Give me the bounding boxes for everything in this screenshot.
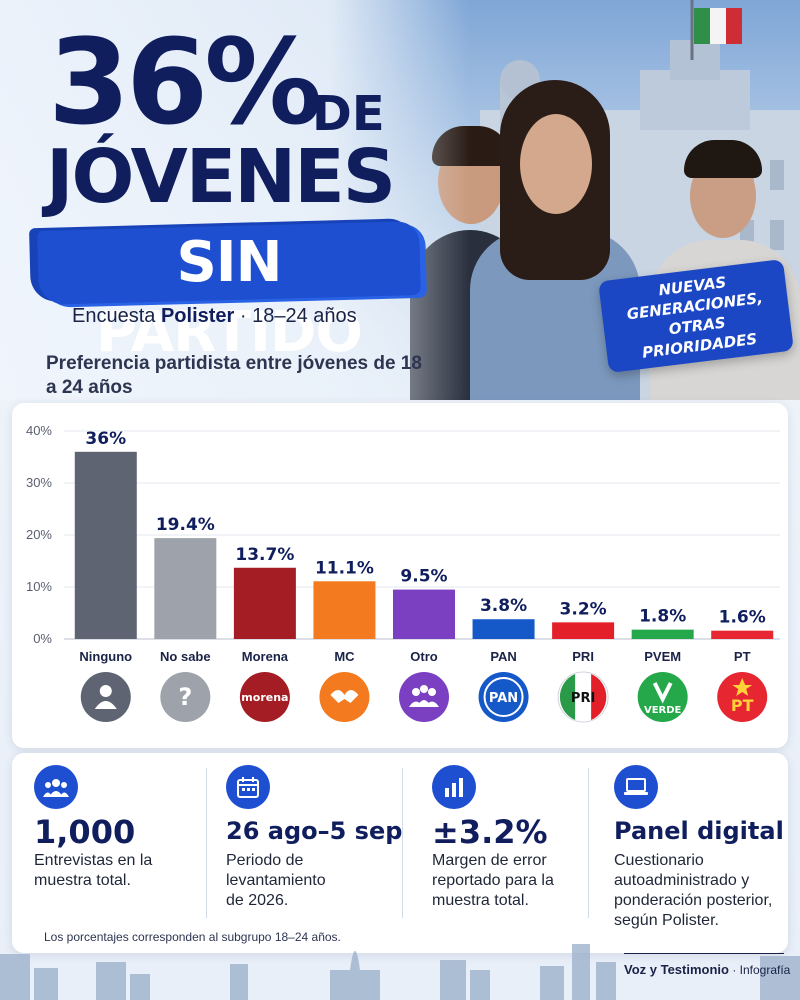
brand-rule bbox=[624, 953, 784, 954]
data-label: 1.8% bbox=[639, 607, 686, 627]
group-icon-body bbox=[425, 701, 439, 707]
pvem-logo-text: VERDE bbox=[644, 705, 682, 716]
stat-divider bbox=[206, 768, 207, 918]
brand-suffix: · Infografía bbox=[732, 963, 791, 977]
person-icon-head bbox=[99, 685, 112, 697]
group-icon bbox=[399, 672, 449, 722]
x-tick-label: No sabe bbox=[160, 649, 211, 664]
x-tick-label: Morena bbox=[242, 649, 289, 664]
x-tick-label: PRI bbox=[572, 649, 594, 664]
stat-divider bbox=[588, 768, 589, 918]
x-tick-label: Ninguno bbox=[79, 649, 132, 664]
pri-red-segment bbox=[591, 674, 607, 720]
data-label: 1.6% bbox=[719, 608, 766, 628]
brand-credit: Voz y Testimonio · Infografía bbox=[624, 962, 790, 977]
mc-eagle-shape bbox=[330, 690, 359, 703]
bar-otro bbox=[393, 589, 455, 639]
y-tick-label: 20% bbox=[26, 527, 52, 542]
headline-percent: 36% bbox=[48, 13, 322, 151]
stat-value: 1,000 bbox=[34, 813, 136, 851]
y-tick-label: 10% bbox=[26, 579, 52, 594]
hero-fade bbox=[0, 0, 470, 400]
stat-value: ±3.2% bbox=[432, 813, 548, 851]
x-tick-label: PT bbox=[734, 649, 751, 664]
person-icon-body bbox=[94, 701, 117, 709]
question-icon bbox=[160, 672, 211, 722]
pan-ring bbox=[483, 677, 524, 717]
laptop-icon bbox=[614, 765, 658, 809]
stat-desc: Margen de error reportado para la muestr… bbox=[432, 852, 554, 909]
bar-morena bbox=[233, 567, 296, 639]
tagline-text: NUEVAS GENERACIONES, OTRAS PRIORIDADES bbox=[625, 273, 764, 362]
group-icon-head bbox=[412, 688, 420, 696]
x-tick-label: PAN bbox=[490, 649, 516, 664]
headline-jovenes: JÓVENES bbox=[46, 134, 396, 220]
stat-desc: Entrevistas en la muestra total. bbox=[34, 852, 153, 889]
bar-chart: 0% 10% 20% 30% 40% 36% Ninguno 19.4% No sabe? 13.… bbox=[26, 423, 780, 723]
pollster-name: Polister bbox=[160, 305, 235, 327]
stat-desc: Cuestionario autoadministrado y ponderac… bbox=[614, 852, 773, 929]
headline-de: DE bbox=[312, 86, 385, 142]
stat-divider bbox=[402, 768, 403, 918]
stat-value: 26 ago–5 sep bbox=[226, 817, 403, 845]
group-icon-head bbox=[428, 688, 436, 696]
bar-pri bbox=[552, 622, 615, 639]
pt-logo-text: PT bbox=[731, 696, 754, 715]
x-tick-label: PVEM bbox=[644, 649, 681, 664]
x-tick-label: Otro bbox=[410, 649, 438, 664]
subtitle-prefix: Encuesta bbox=[72, 305, 156, 327]
bar-ninguno bbox=[74, 451, 137, 639]
morena-logo-text: morena bbox=[241, 691, 288, 704]
bar-chart-icon bbox=[432, 765, 476, 809]
pan-logo-icon bbox=[478, 672, 529, 722]
footnote: Los porcentajes corresponden al subgrupo… bbox=[44, 930, 341, 944]
data-label: 13.7% bbox=[235, 545, 294, 565]
y-tick-label: 0% bbox=[33, 631, 52, 646]
data-label: 19.4% bbox=[156, 515, 215, 535]
bar-mc bbox=[313, 581, 376, 639]
data-label: 36% bbox=[85, 429, 126, 449]
person-icon bbox=[80, 672, 131, 722]
headline-sin-partido: SIN PARTIDO bbox=[96, 230, 363, 365]
young-woman-illustration bbox=[470, 80, 640, 400]
pan-logo-text: PAN bbox=[489, 691, 518, 706]
data-label: 11.1% bbox=[315, 558, 374, 578]
x-tick-label: MC bbox=[334, 649, 355, 664]
city-skyline-illustration bbox=[0, 944, 800, 1000]
morena-logo-icon bbox=[239, 672, 290, 722]
chart-title: Preferencia partidista entre jóvenes de … bbox=[46, 353, 422, 398]
bar-pan bbox=[472, 619, 535, 639]
calendar-icon bbox=[226, 765, 270, 809]
pt-star bbox=[732, 678, 753, 696]
survey-subtitle: Encuesta Polister · 18–24 años bbox=[72, 305, 357, 328]
pri-green-segment bbox=[559, 674, 576, 720]
pri-logo-text: PRI bbox=[571, 691, 595, 706]
data-label: 3.2% bbox=[560, 599, 607, 619]
pvem-check bbox=[652, 682, 673, 704]
brand-name: Voz y Testimonio bbox=[624, 962, 729, 977]
data-label: 9.5% bbox=[400, 567, 447, 587]
stats-card bbox=[12, 753, 788, 953]
bar-pvem bbox=[631, 629, 694, 639]
question-text: ? bbox=[178, 683, 192, 711]
people-icon bbox=[34, 765, 78, 809]
stat-value: Panel digital bbox=[614, 817, 784, 845]
pt-logo-icon bbox=[717, 672, 768, 722]
subtitle-suffix: · 18–24 años bbox=[239, 305, 357, 327]
bar-pt bbox=[711, 630, 774, 639]
y-tick-label: 30% bbox=[26, 475, 52, 490]
stat-desc: Periodo de levantamiento de 2026. bbox=[226, 852, 326, 909]
bar-no-sabe bbox=[154, 538, 217, 639]
group-icon-head bbox=[420, 685, 428, 693]
data-label: 3.8% bbox=[480, 596, 527, 616]
y-tick-label: 40% bbox=[26, 423, 52, 438]
